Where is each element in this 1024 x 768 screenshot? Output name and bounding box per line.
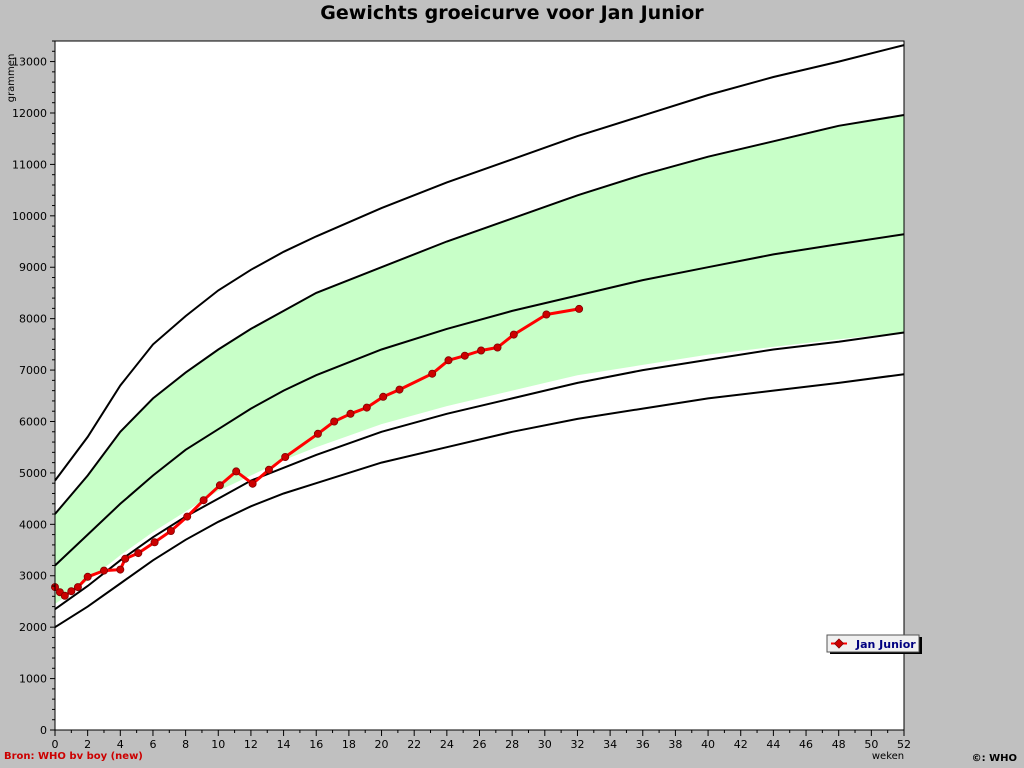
data-point <box>395 385 404 394</box>
x-tick-label: 8 <box>182 738 189 751</box>
x-tick-label: 42 <box>734 738 748 751</box>
data-point <box>199 496 208 505</box>
reference-curve-5 <box>54 44 905 482</box>
data-point <box>232 467 241 476</box>
data-point <box>121 554 130 563</box>
y-axis: 0 1000 2000 3000 4000 5000 6000 7000 8000 9000 100… <box>12 40 56 737</box>
y-tick-label: 0 <box>40 724 47 737</box>
x-tick-label: 10 <box>211 738 225 751</box>
x-tick-label: 28 <box>505 738 519 751</box>
data-point <box>362 403 371 412</box>
data-point <box>166 527 175 536</box>
x-tick-label: 18 <box>342 738 356 751</box>
y-tick-label: 13000 <box>12 56 47 69</box>
reference-curve-3 <box>54 233 905 567</box>
data-point <box>100 566 109 575</box>
x-tick-label: 20 <box>375 738 389 751</box>
x-tick-label: 22 <box>407 738 421 751</box>
y-tick-label: 11000 <box>12 158 47 171</box>
data-point <box>67 587 76 596</box>
data-point <box>346 409 355 418</box>
y-tick-label: 10000 <box>12 210 47 223</box>
y-tick-label: 3000 <box>19 570 47 583</box>
y-tick-label: 12000 <box>12 107 47 120</box>
x-tick-label: 36 <box>636 738 650 751</box>
copyright-note: ©: WHO <box>972 753 1017 764</box>
reference-curve-2 <box>54 331 905 611</box>
data-point <box>183 512 192 521</box>
data-point <box>575 304 584 313</box>
y-tick-label: 1000 <box>19 673 47 686</box>
reference-curve-4 <box>54 114 905 515</box>
data-point <box>542 310 551 319</box>
data-point <box>116 565 125 574</box>
y-tick-label: 5000 <box>19 467 47 480</box>
x-axis-label: weken <box>872 751 904 762</box>
y-axis-label: grammen <box>6 54 17 103</box>
y-tick-label: 4000 <box>19 518 47 531</box>
data-point <box>460 351 469 360</box>
chart-title: Gewichts groeicurve voor Jan Junior <box>320 2 704 24</box>
y-tick-label: 7000 <box>19 364 47 377</box>
x-tick-label: 46 <box>799 738 813 751</box>
x-tick-label: 52 <box>897 738 911 751</box>
x-tick-label: 48 <box>832 738 846 751</box>
y-tick-label: 8000 <box>19 313 47 326</box>
normal-range-band <box>55 115 904 604</box>
data-point <box>477 346 486 355</box>
data-point <box>264 465 273 474</box>
x-tick-label: 44 <box>766 738 780 751</box>
x-tick-label: 38 <box>668 738 682 751</box>
data-point <box>281 452 290 461</box>
data-point <box>83 572 92 581</box>
data-point <box>330 417 339 426</box>
reference-curve-1 <box>54 373 905 629</box>
reference-curves <box>54 44 905 629</box>
x-axis: 0 2 4 6 8 10 12 14 16 18 20 22 24 26 28 30 32 34 36 38 40 42 4… <box>52 729 911 751</box>
x-tick-label: 50 <box>864 738 878 751</box>
source-note: Bron: WHO bv boy (new) <box>4 751 143 762</box>
data-point <box>73 583 82 592</box>
legend-label: Jan Junior <box>855 638 916 651</box>
x-tick-label: 14 <box>277 738 291 751</box>
legend-box <box>826 634 920 653</box>
x-tick-label: 12 <box>244 738 258 751</box>
y-tick-label: 9000 <box>19 261 47 274</box>
x-tick-label: 40 <box>701 738 715 751</box>
y-tick-label: 2000 <box>19 621 47 634</box>
data-point <box>215 481 224 490</box>
data-point <box>60 591 69 600</box>
legend: Jan Junior <box>826 634 922 654</box>
legend-marker-icon <box>833 638 845 649</box>
data-point <box>444 356 453 365</box>
data-point <box>313 429 322 438</box>
data-point <box>493 343 502 352</box>
data-point <box>150 538 159 547</box>
data-point <box>379 392 388 401</box>
x-tick-label: 24 <box>440 738 454 751</box>
x-tick-label: 26 <box>473 738 487 751</box>
x-tick-label: 4 <box>117 738 124 751</box>
x-tick-label: 34 <box>603 738 617 751</box>
data-point <box>509 330 518 339</box>
data-point <box>248 479 257 488</box>
x-tick-label: 6 <box>149 738 156 751</box>
x-tick-label: 32 <box>570 738 584 751</box>
x-tick-label: 30 <box>538 738 552 751</box>
x-tick-label: 2 <box>84 738 91 751</box>
data-point <box>134 549 143 558</box>
y-tick-label: 6000 <box>19 415 47 428</box>
x-tick-label: 16 <box>309 738 323 751</box>
x-tick-label: 0 <box>52 738 59 751</box>
data-point <box>428 369 437 378</box>
